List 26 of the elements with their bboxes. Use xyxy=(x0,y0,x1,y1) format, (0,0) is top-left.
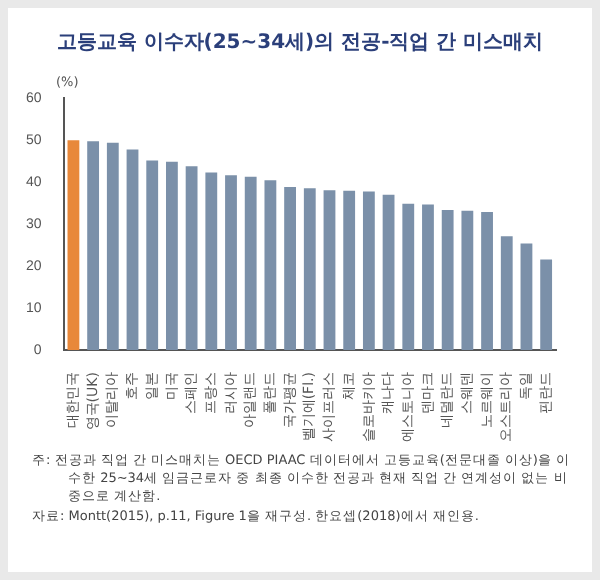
bar xyxy=(67,140,80,350)
bar xyxy=(343,190,356,350)
bar xyxy=(362,191,375,350)
bar xyxy=(106,142,119,350)
bar xyxy=(500,236,513,350)
bar xyxy=(441,209,454,350)
bar xyxy=(520,243,533,350)
bar xyxy=(540,259,553,350)
bar xyxy=(402,203,415,350)
bar xyxy=(87,141,100,350)
bar xyxy=(166,161,178,350)
bar xyxy=(481,212,493,350)
bar xyxy=(284,186,296,350)
bar xyxy=(225,175,237,350)
bar xyxy=(185,166,198,350)
bar xyxy=(303,188,316,350)
bar xyxy=(126,149,139,350)
bar xyxy=(422,204,434,350)
bar xyxy=(382,194,395,350)
chart-title: 고등교육 이수자(25~34세)의 전공-직업 간 미스매치 xyxy=(54,30,546,56)
bar xyxy=(205,172,218,350)
bar xyxy=(323,190,336,350)
bar xyxy=(146,160,159,350)
bar xyxy=(244,176,257,350)
bar xyxy=(264,180,277,350)
bar xyxy=(461,210,474,350)
